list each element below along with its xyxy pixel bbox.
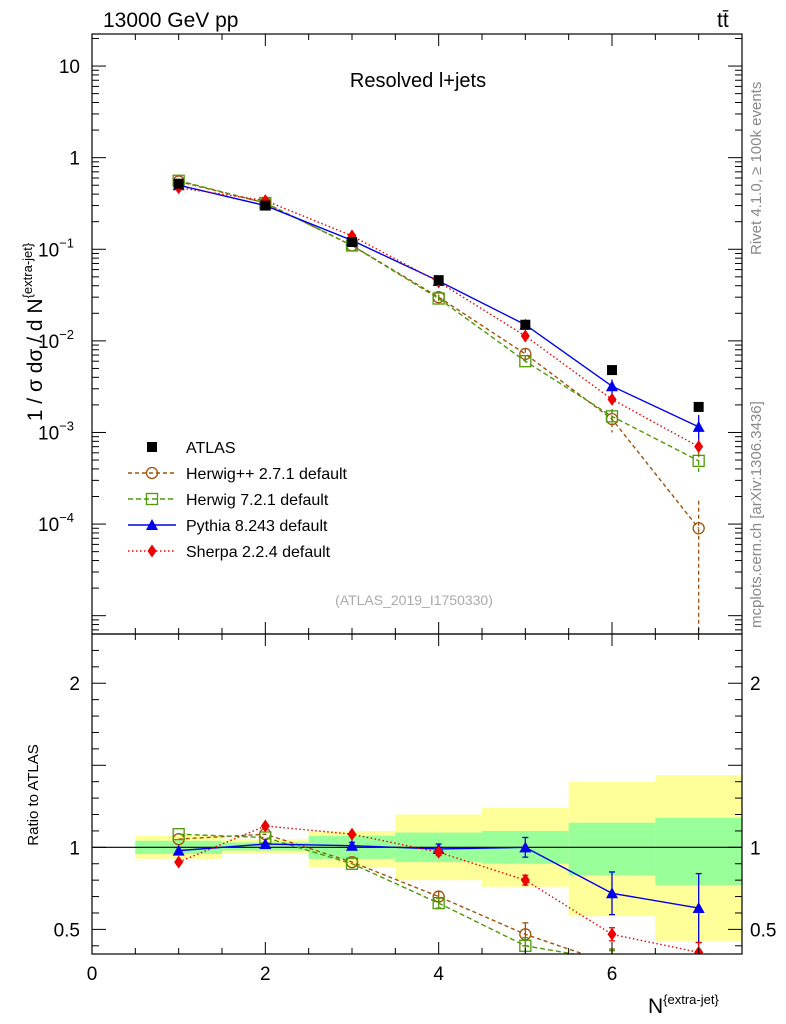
y-axis-title-main-sup: {extra-jet} <box>20 242 35 298</box>
legend-marker <box>145 492 159 506</box>
y-axis-title-main-text: 1 / σ dσ / d N <box>24 298 47 421</box>
y-tick-label-main: 10−4 <box>38 510 74 536</box>
legend-item-1: Herwig 7.2.1 default <box>128 492 329 509</box>
main-point <box>432 292 445 305</box>
y-axis-title-ratio: Ratio to ATLAS <box>25 744 42 845</box>
main-series-1 <box>172 174 705 473</box>
main-point <box>694 440 704 454</box>
data-point <box>433 275 444 286</box>
main-point <box>692 420 705 432</box>
y-tick-label-ratio-right: 1 <box>750 838 761 859</box>
main-series-2 <box>172 179 705 444</box>
ratio-point <box>346 839 358 851</box>
data-point <box>260 200 271 211</box>
main-series-0 <box>172 175 705 634</box>
data-point <box>607 365 617 376</box>
y-tick-label-ratio: 0.5 <box>54 920 80 941</box>
ratio-series-group <box>172 819 705 974</box>
x-axis-title-text: N <box>648 995 663 1018</box>
ratio-point <box>434 845 444 859</box>
main-point <box>519 355 532 368</box>
legend-label: Herwig++ 2.7.1 default <box>186 466 348 483</box>
side-text-bottom: mcplots.cern.ch [arXiv:1306.3436] <box>748 401 765 628</box>
y-tick-label-main: 10 <box>59 57 80 78</box>
ratio-point <box>520 873 530 887</box>
ratio-point <box>693 963 704 974</box>
x-tick-label: 0 <box>87 964 98 985</box>
ratio-point <box>172 828 185 841</box>
main-series-group <box>172 174 705 634</box>
legend-label: Sherpa 2.2.4 default <box>186 544 331 561</box>
data-points-main <box>173 178 704 412</box>
main-series-line <box>178 184 699 428</box>
ratio-point <box>174 855 184 869</box>
ratio-frame <box>91 633 743 955</box>
x-axis-title-sup: {extra-jet} <box>663 992 719 1007</box>
y-tick-label-ratio-right: 0.5 <box>750 920 776 941</box>
x-tick-label: 6 <box>607 964 618 985</box>
axes-frames: 0 2 4 6 10 1 10−1 10−2 10−3 10−4 0.5 0.5 1 1 2 2 <box>38 33 776 985</box>
ratio-point <box>692 902 705 914</box>
side-text-top: Rivet 4.1.0, ≥ 100k events <box>748 82 765 255</box>
legend-item-data: ATLAS <box>147 440 236 457</box>
legend-item-2: Pythia 8.243 default <box>128 518 328 535</box>
process-label: tt̄ <box>717 9 729 32</box>
ratio-point <box>607 927 617 941</box>
y-tick-label-main: 10−1 <box>38 235 74 261</box>
data-point <box>347 237 357 248</box>
ratio-series-3 <box>174 819 704 954</box>
legend-label: Pythia 8.243 default <box>186 518 328 535</box>
main-series-line <box>178 180 699 462</box>
ratio-point <box>606 887 618 899</box>
main-point <box>605 410 619 423</box>
y-tick-label-main: 10−3 <box>38 418 74 444</box>
legend-item-3: Sherpa 2.2.4 default <box>128 544 331 561</box>
data-point <box>173 178 184 189</box>
x-tick-label: 2 <box>260 964 271 985</box>
ratio-band-inner <box>568 822 656 876</box>
ratio-point <box>519 841 532 853</box>
ratio-point <box>259 838 272 850</box>
legend: ATLAS Herwig++ 2.7.1 default Herwig 7.2.1 … <box>128 440 348 561</box>
y-tick-label-main: 10−2 <box>38 327 74 353</box>
x-tick-label: 4 <box>433 964 444 985</box>
main-point <box>692 522 705 535</box>
y-tick-label-ratio: 1 <box>69 838 80 859</box>
y-axis-title-main: 1 / σ dσ / d N{extra-jet} <box>20 242 47 421</box>
legend-marker <box>145 466 159 480</box>
main-series-3 <box>174 181 704 457</box>
ratio-series-line <box>178 833 586 954</box>
legend-label-data: ATLAS <box>186 440 236 457</box>
main-point <box>520 329 530 343</box>
x-axis-title: N{extra-jet} <box>648 992 719 1018</box>
legend-marker-data <box>147 442 157 452</box>
data-point <box>520 319 531 330</box>
svg-text:N{extra-jet}: N{extra-jet} <box>648 992 719 1018</box>
analysis-id: (ATLAS_2019_I1750330) <box>335 592 493 608</box>
legend-marker <box>146 519 158 530</box>
energy-label: 13000 GeV pp <box>103 9 238 32</box>
y-tick-label-ratio: 2 <box>69 674 80 695</box>
y-tick-label-ratio-right: 2 <box>750 674 761 695</box>
ratio-panel-content <box>92 819 742 974</box>
ratio-point <box>260 819 270 833</box>
legend-marker <box>147 544 157 558</box>
data-point <box>693 401 704 412</box>
panel-title: Resolved l+jets <box>350 70 486 92</box>
ratio-point <box>172 844 185 856</box>
legend-item-0: Herwig++ 2.7.1 default <box>128 466 348 483</box>
legend-label: Herwig 7.2.1 default <box>186 492 329 509</box>
ratio-point <box>432 896 445 910</box>
main-point <box>606 380 618 392</box>
main-point <box>607 392 617 406</box>
y-tick-label-main: 1 <box>69 149 80 170</box>
main-panel-content <box>172 174 705 634</box>
main-series-line <box>178 187 700 448</box>
svg-text:1 / σ dσ / d N{extra-jet}: 1 / σ dσ / d N{extra-jet} <box>20 242 47 421</box>
ratio-point <box>345 857 359 870</box>
ratio-point <box>347 827 357 841</box>
